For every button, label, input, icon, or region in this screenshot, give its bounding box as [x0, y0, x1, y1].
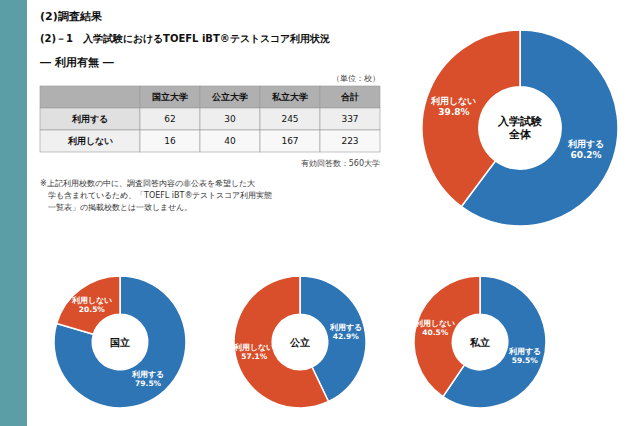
table-value: 223: [341, 136, 358, 146]
pie-slice: [234, 276, 328, 408]
footnote-note: ※上記利用校数の中に、調査回答内容の非公表を希望した大 学も含まれているため、「…: [40, 179, 272, 212]
table-cell: [140, 130, 200, 152]
table-header-cell: [320, 86, 380, 108]
pie-center-label: 私立: [469, 337, 490, 348]
table-header-cell: [260, 86, 320, 108]
table-cell: [320, 130, 380, 152]
table-row-header-cell: [40, 108, 140, 130]
pie-center-label: 入学試験全体: [497, 115, 543, 141]
table-row-header: 利用しない: [67, 136, 113, 146]
footnote: 有効回答数：560大学: [301, 159, 380, 168]
pie-slice: [57, 276, 120, 334]
data-label: 利用する79.5%: [131, 370, 164, 388]
table-cell: [140, 108, 200, 130]
data-label-category: 利用しない: [430, 96, 476, 106]
table-value: 167: [281, 136, 298, 146]
data-label: 利用しない39.8%: [430, 96, 476, 117]
data-label-value: 39.8%: [438, 107, 469, 117]
table-row-header: 利用する: [71, 114, 108, 124]
data-label-category: 利用する: [567, 139, 604, 149]
pie-chart: 国立利用する79.5% 利用しない20.5%: [54, 276, 186, 408]
table-value: 40: [224, 136, 236, 146]
data-label-value: 57.1%: [241, 352, 268, 361]
pie-center-label-line: 入学試験: [497, 115, 543, 128]
table-cell: [200, 108, 260, 130]
pie-slices: [54, 276, 186, 408]
pie-center-label-line: 国立: [110, 337, 130, 348]
table-cell: [200, 130, 260, 152]
pie-center-label-line: 私立: [469, 337, 490, 348]
pie-slices: [414, 276, 546, 408]
data-label: 利用しない40.5%: [414, 319, 455, 337]
data-label: 利用する59.5%: [508, 347, 541, 365]
footnote-line: ※上記利用校数の中に、調査回答内容の非公表を希望した大: [40, 179, 255, 188]
data-label-value: 20.5%: [79, 305, 106, 314]
pie-slices: [234, 276, 366, 408]
table-value: 30: [224, 114, 236, 124]
pie-slices: [422, 30, 618, 226]
title: (2)調査結果: [40, 10, 103, 23]
table-header: 国立大学: [152, 92, 188, 102]
table-cell: [260, 130, 320, 152]
table-row-header-cell: [40, 130, 140, 152]
table-value: 245: [281, 114, 298, 124]
unit-label: （単位：校）: [332, 74, 380, 83]
pie-chart: 入学試験全体利用する60.2% 利用しない39.8%: [422, 30, 618, 226]
table-cell: [260, 108, 320, 130]
table-cell: [320, 108, 380, 130]
pie-center-label: 公立: [289, 337, 310, 348]
table-corner: [40, 86, 140, 108]
data-label-category: 利用しない: [233, 343, 274, 352]
data-label: 利用しない20.5%: [71, 296, 112, 314]
data-label-value: 79.5%: [135, 379, 162, 388]
data-label-category: 利用する: [329, 323, 362, 332]
data-label-category: 利用する: [131, 370, 164, 379]
table-value: 337: [341, 114, 358, 124]
pie-center-label: 国立: [110, 337, 130, 348]
pie-slice: [54, 276, 186, 408]
table-header: 私立大学: [271, 92, 308, 102]
table-value: 62: [164, 114, 175, 124]
pie-chart: 公立 利用する42.9% 利用しない57.1%: [233, 276, 366, 408]
data-label-category: 利用しない: [414, 319, 455, 328]
data-label-value: 60.2%: [570, 150, 601, 160]
data-label-value: 40.5%: [422, 328, 449, 337]
footnote-line: 一覧表」の掲載校数とは一致しません。: [40, 203, 192, 212]
data-label-category: 利用しない: [71, 296, 112, 305]
footnote-line: 学も含まれているため、「TOEFL iBT®テストスコア利用実態: [40, 191, 272, 200]
table-title: ― 利用有無 ―: [40, 56, 114, 69]
page: (2)調査結果 (2)－1 入学試験におけるTOEFL iBT®テストスコア利用状…: [0, 0, 640, 426]
table-header-cell: [140, 86, 200, 108]
table-header: 公立大学: [211, 92, 248, 102]
data-label: 利用する60.2%: [567, 139, 604, 160]
table: ― 利用有無 ― （単位：校） 国立大学 公立大学 私立大学 合計利用する 62 30 245 3…: [40, 56, 380, 212]
pie-center-label-line: 公立: [289, 337, 310, 348]
table-value: 16: [164, 136, 176, 146]
data-label: 利用する42.9%: [329, 323, 362, 341]
data-label-value: 42.9%: [333, 332, 360, 341]
table-header-cell: [200, 86, 260, 108]
pie-center-label-line: 全体: [508, 128, 532, 141]
pie-chart: 私立利用する59.5% 利用しない40.5%: [414, 276, 546, 408]
data-label: 利用しない57.1%: [233, 343, 274, 361]
table-header: 合計: [340, 92, 359, 102]
subtitle: (2)－1 入学試験におけるTOEFL iBT®テストスコア利用状況: [40, 33, 330, 45]
data-label-value: 59.5%: [512, 356, 539, 365]
data-label-category: 利用する: [508, 347, 541, 356]
sidebar: [0, 0, 27, 426]
